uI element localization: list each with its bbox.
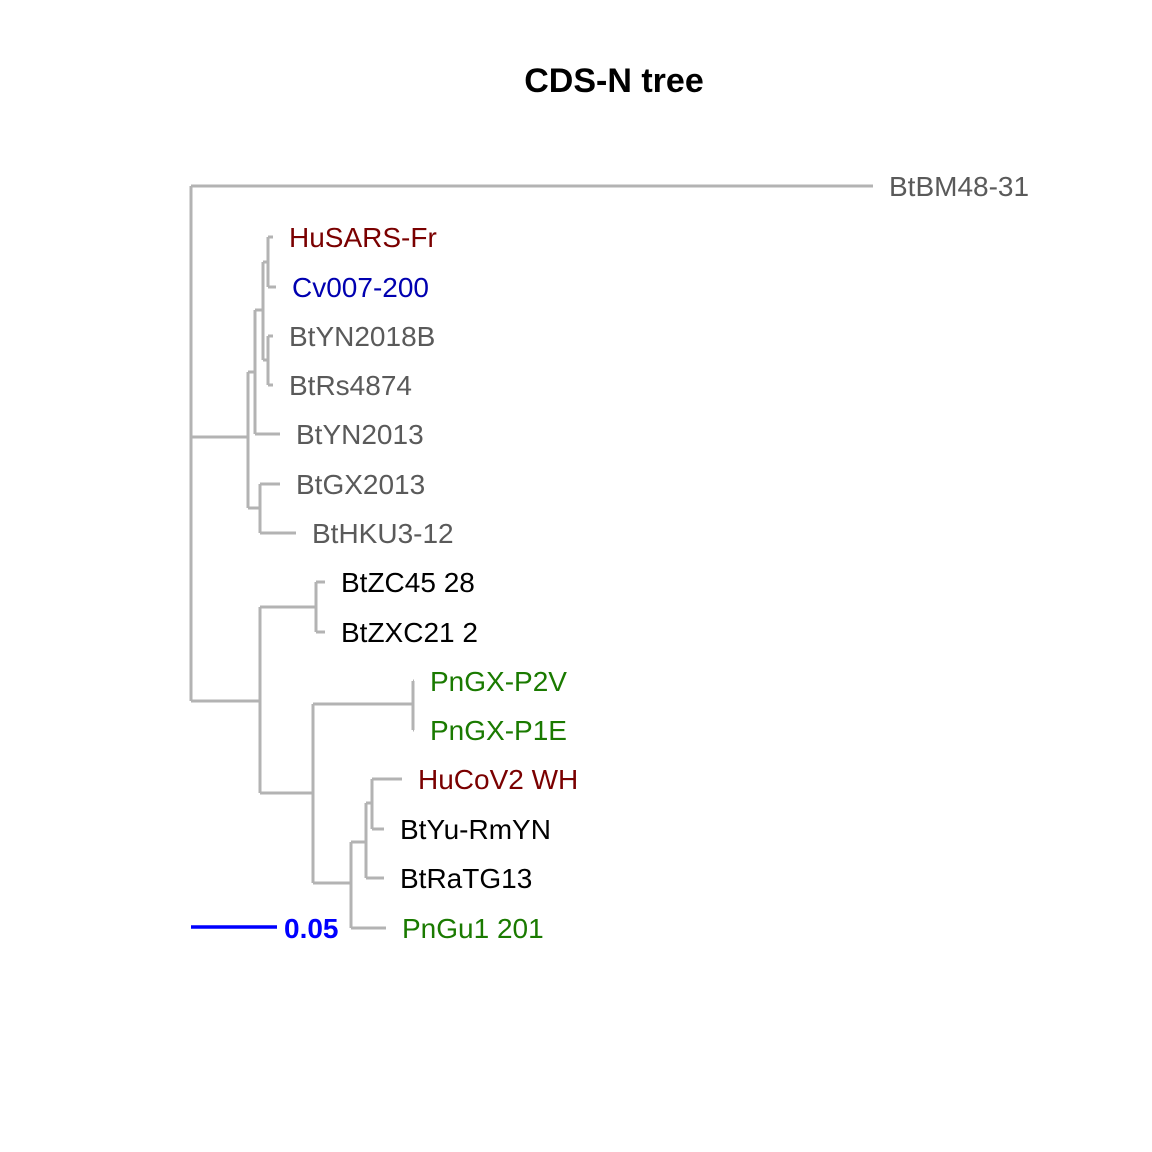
tip-label: BtGX2013 [296, 469, 425, 500]
tip-label: BtZXC21 2 [341, 617, 478, 648]
tip-label: BtZC45 28 [341, 567, 475, 598]
tree-branches [189, 184, 873, 930]
tip-label: PnGu1 201 [402, 913, 544, 944]
tip-labels: BtBM48-31 HuSARS-Fr Cv007-200 BtYN2018B BtRs… [289, 171, 1029, 944]
tip-label: BtHKU3-12 [312, 518, 454, 549]
tip-label: BtRs4874 [289, 370, 412, 401]
scale-bar-label: 0.05 [284, 913, 339, 944]
tip-label: PnGX-P1E [430, 715, 567, 746]
tip-label: PnGX-P2V [430, 666, 567, 697]
tip-label: HuCoV2 WH [418, 764, 578, 795]
scale-bar: 0.05 [191, 913, 339, 944]
tree-title: CDS-N tree [524, 62, 703, 100]
tip-label: Cv007-200 [292, 272, 429, 303]
tip-label: BtYu-RmYN [400, 814, 551, 845]
tip-label: BtRaTG13 [400, 863, 532, 894]
tip-label: BtYN2018B [289, 321, 435, 352]
tip-label: BtYN2013 [296, 419, 424, 450]
tip-label: BtBM48-31 [889, 171, 1029, 202]
tip-label: HuSARS-Fr [289, 222, 437, 253]
